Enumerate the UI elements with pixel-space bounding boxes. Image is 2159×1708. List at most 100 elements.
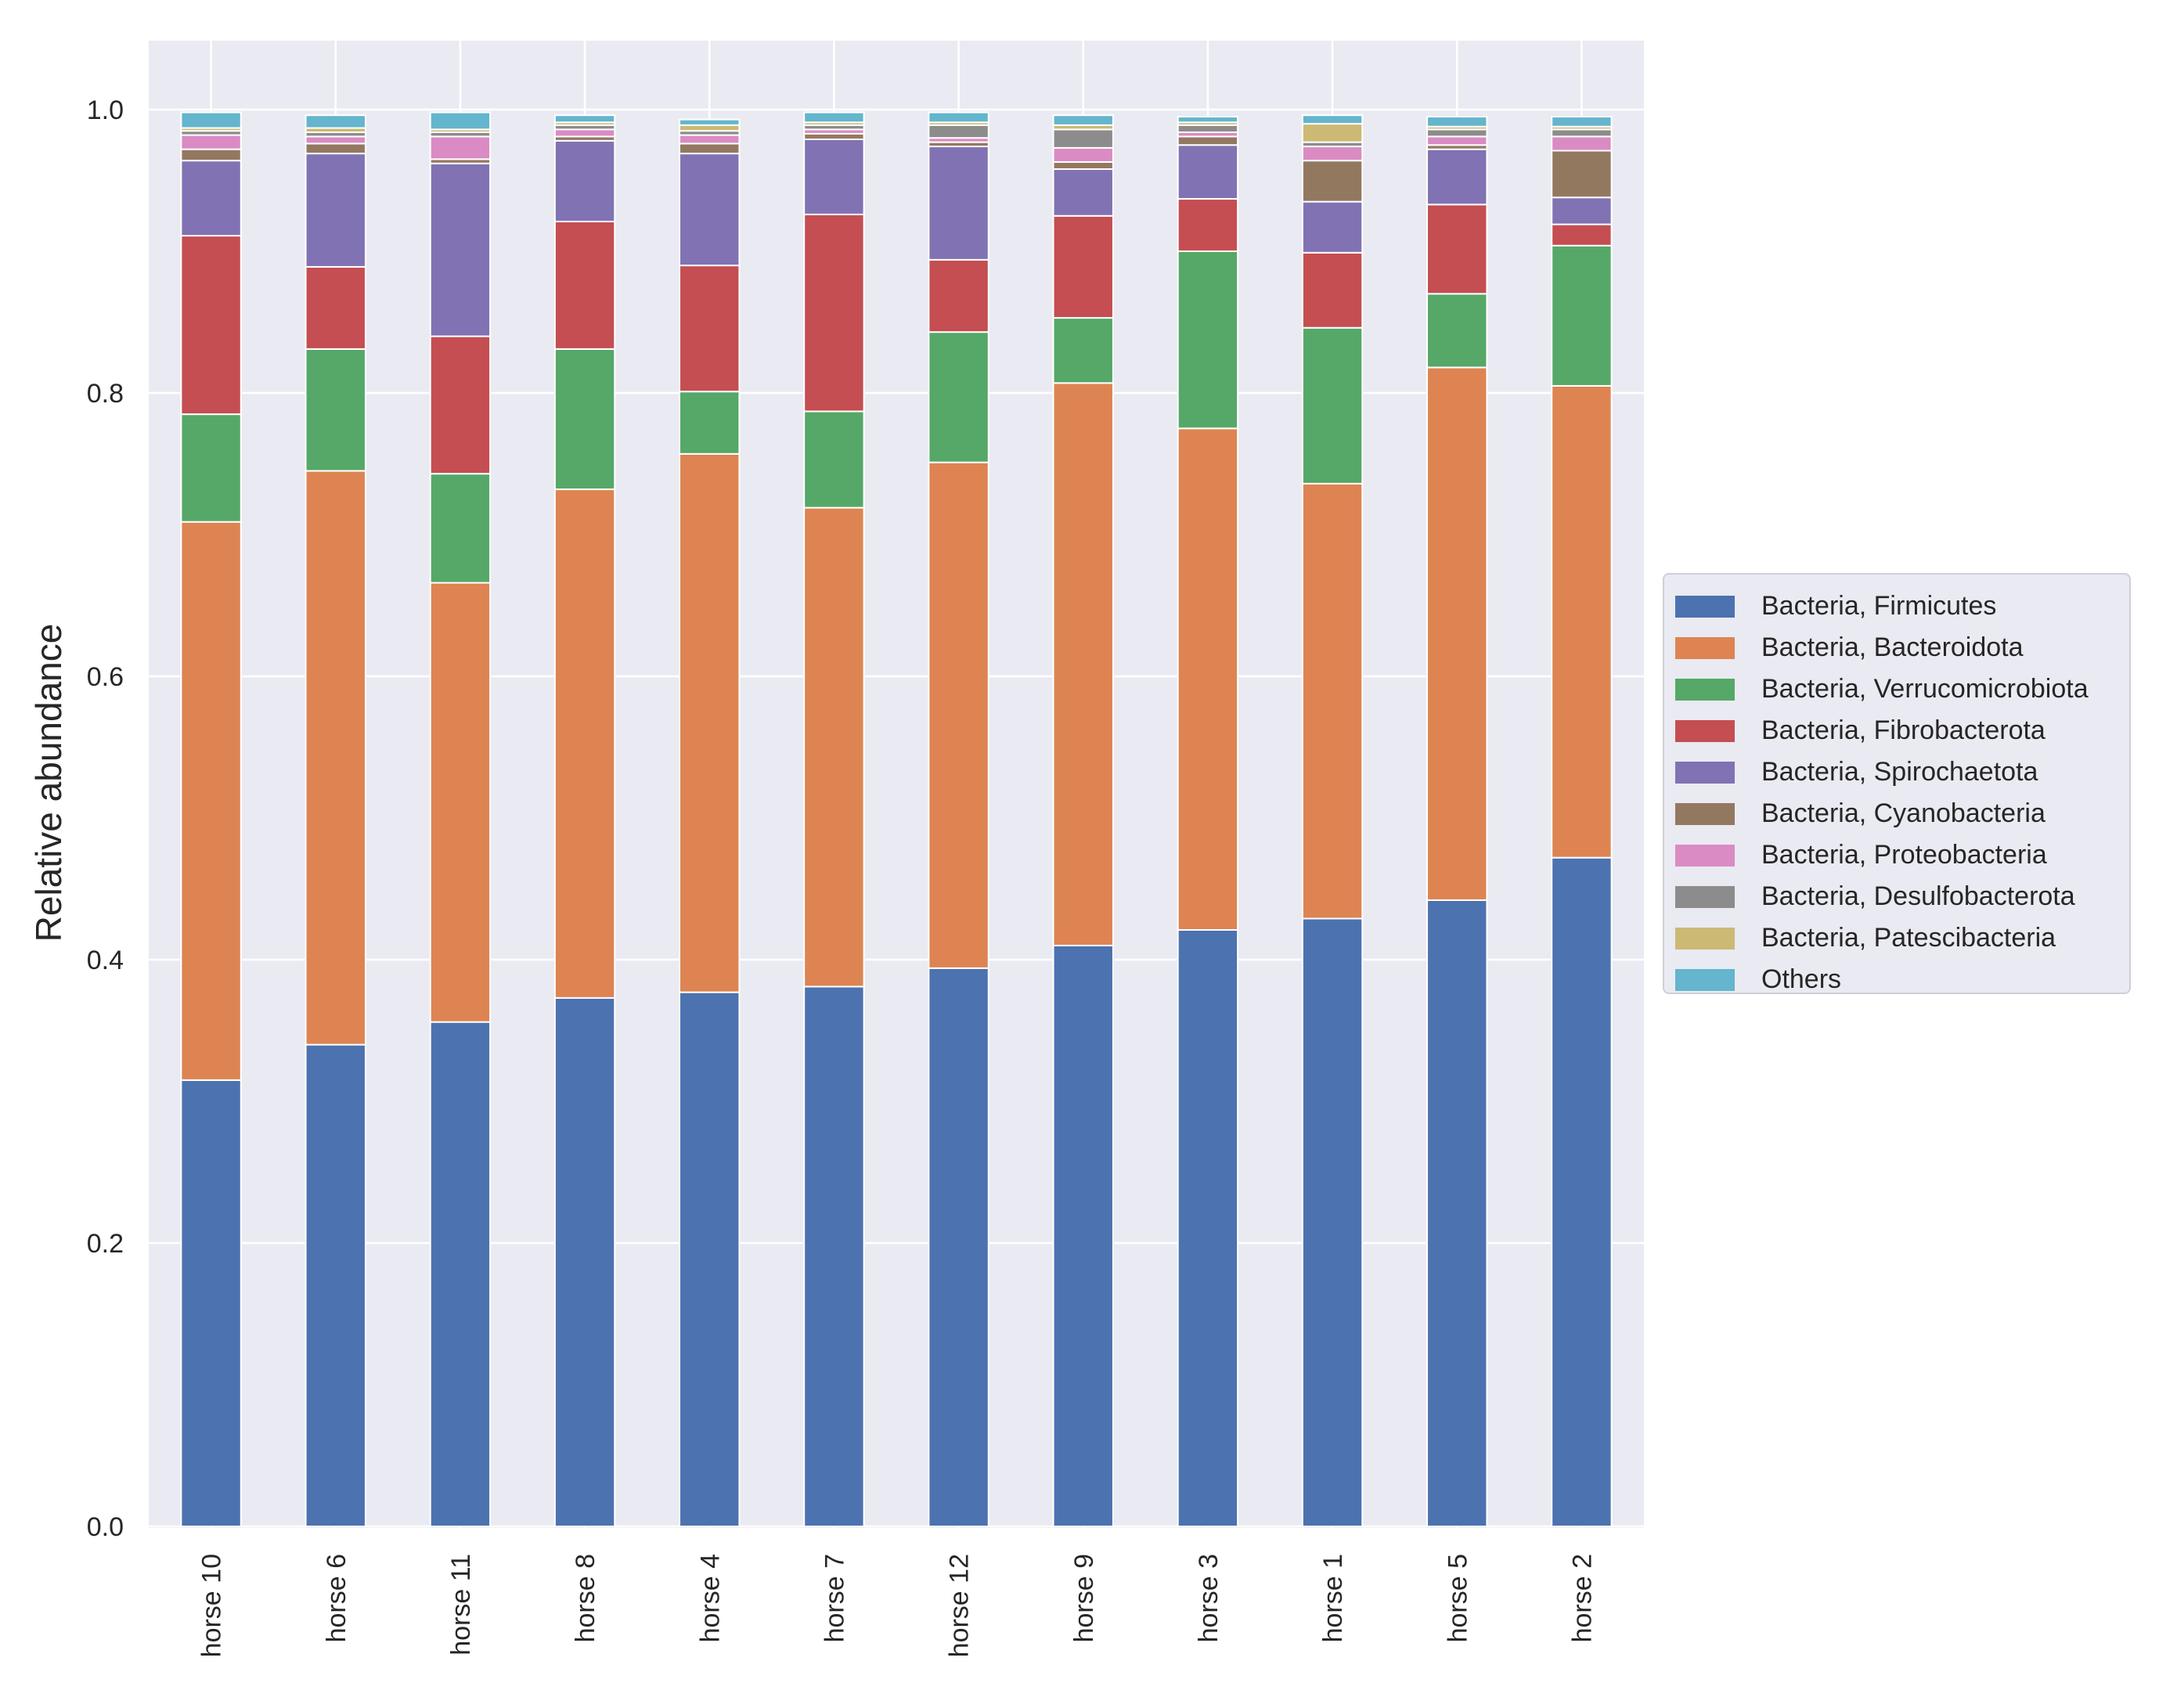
bar-segment-horse-8-3: [553, 348, 616, 491]
bar-segment-horse-1-1: [1301, 917, 1364, 1527]
x-tick-label: horse 3: [1194, 1554, 1224, 1642]
bar-segment-horse-11-7: [429, 135, 492, 160]
bar-segment-horse-11-1: [429, 1021, 492, 1527]
bar-segment-horse-1-5: [1301, 200, 1364, 254]
bar-segment-horse-5-3: [1426, 293, 1488, 369]
legend-item: Bacteria, Verrucomicrobiota: [1675, 668, 2129, 710]
bar-segment-horse-11-10: [429, 111, 492, 131]
bar-segment-horse-12-8: [928, 124, 989, 139]
legend-swatch: [1675, 885, 1735, 908]
bar-segment-horse-5-4: [1426, 204, 1488, 295]
bar-segment-horse-11-4: [429, 335, 492, 475]
x-tick-label: horse 6: [322, 1554, 351, 1642]
bar-segment-horse-6-3: [305, 348, 366, 472]
bar-segment-horse-3-3: [1177, 250, 1239, 430]
bar-segment-horse-1-6: [1301, 160, 1364, 203]
bar-segment-horse-12-10: [928, 111, 989, 124]
bar-segment-horse-9-7: [1052, 146, 1114, 163]
bar-segment-horse-2-2: [1551, 384, 1613, 859]
bar-segment-horse-8-2: [553, 488, 616, 999]
bar-segment-horse-7-3: [803, 410, 865, 509]
legend-item: Others: [1675, 959, 2129, 1000]
bar-segment-horse-12-2: [928, 461, 989, 969]
legend-label: Others: [1761, 964, 1842, 994]
bar-segment-horse-7-1: [803, 986, 865, 1527]
legend-label: Bacteria, Desulfobacterota: [1761, 881, 2075, 911]
bar-segment-horse-10-6: [180, 148, 242, 162]
x-tick-labels: horse 10 horse 6 horse 11 horse 8 horse 4 hor…: [197, 1554, 1598, 1657]
bar-segment-horse-10-10: [180, 111, 242, 129]
bar-segment-horse-1-7: [1301, 146, 1364, 162]
bar-segment-horse-7-2: [803, 506, 865, 988]
legend-label: Bacteria, Bacteroidota: [1761, 632, 2024, 662]
legend-swatch: [1675, 802, 1735, 825]
bar-segment-horse-12-4: [928, 258, 989, 333]
bar-segment-horse-3-2: [1177, 427, 1239, 931]
bar-segment-horse-9-6: [1052, 160, 1114, 171]
bar-segment-horse-5-10: [1426, 116, 1488, 128]
x-tick-label: horse 8: [571, 1554, 600, 1642]
bar-segment-horse-3-8: [1177, 124, 1239, 133]
legend-swatch: [1675, 719, 1735, 742]
bar-segment-horse-1-9: [1301, 123, 1364, 143]
bar-segment-horse-5-7: [1426, 135, 1488, 146]
bar-segment-horse-10-4: [180, 235, 242, 416]
legend-label: Bacteria, Verrucomicrobiota: [1761, 674, 2089, 704]
y-tick-labels: 0.0 0.2 0.4 0.6 0.8 1.0: [87, 95, 124, 1542]
legend-label: Bacteria, Fibrobacterota: [1761, 715, 2045, 745]
bar-segment-horse-11-3: [429, 473, 492, 584]
bar-segment-horse-3-1: [1177, 928, 1239, 1527]
bar-segment-horse-8-1: [553, 996, 616, 1527]
bar-segment-horse-4-10: [679, 118, 741, 126]
legend-item: Bacteria, Desulfobacterota: [1675, 876, 2129, 917]
legend-item: Bacteria, Spirochaetota: [1675, 751, 2129, 793]
legend-item: Bacteria, Fibrobacterota: [1675, 710, 2129, 751]
x-tick-label: horse 10: [197, 1554, 227, 1657]
y-tick-label: 0.4: [87, 946, 124, 975]
legend-swatch: [1675, 636, 1735, 659]
bar-segment-horse-6-6: [305, 142, 366, 155]
bar-segment-horse-7-4: [803, 213, 865, 413]
bar-segment-horse-6-2: [305, 470, 366, 1046]
legend-label: Bacteria, Spirochaetota: [1761, 757, 2038, 787]
bar-segment-horse-8-4: [553, 220, 616, 350]
bar-segment-horse-9-3: [1052, 317, 1114, 384]
legend: Bacteria, Firmicutes Bacteria, Bacteroido…: [1663, 573, 2131, 994]
y-tick-label: 0.2: [87, 1229, 124, 1259]
bar-segment-horse-4-7: [679, 134, 741, 145]
bar-segment-horse-4-3: [679, 391, 741, 455]
y-tick-label: 0.8: [87, 379, 124, 409]
bar-segment-horse-11-5: [429, 162, 492, 337]
legend-item: Bacteria, Bacteroidota: [1675, 627, 2129, 668]
x-tick-label: horse 2: [1567, 1554, 1597, 1642]
bar-segment-horse-9-2: [1052, 382, 1114, 946]
bar-segment-horse-3-6: [1177, 135, 1239, 146]
bar-segment-horse-10-7: [180, 134, 242, 150]
y-axis-label: Relative abundance: [28, 624, 69, 942]
legend-item: Bacteria, Firmicutes: [1675, 586, 2129, 627]
x-tick-label: horse 5: [1443, 1554, 1472, 1642]
legend-label: Bacteria, Cyanobacteria: [1761, 798, 2045, 828]
legend-item: Bacteria, Patescibacteria: [1675, 917, 2129, 959]
y-tick-label: 0.0: [87, 1512, 124, 1542]
legend-item: Bacteria, Proteobacteria: [1675, 834, 2129, 876]
x-tick-label: horse 11: [446, 1554, 476, 1656]
bar-segment-horse-9-1: [1052, 944, 1114, 1527]
bar-segment-horse-3-10: [1177, 116, 1239, 124]
bar-segment-horse-10-3: [180, 413, 242, 523]
bar-segment-horse-5-1: [1426, 899, 1488, 1527]
x-tick-label: horse 1: [1318, 1554, 1348, 1642]
legend-swatch: [1675, 678, 1735, 701]
legend-swatch: [1675, 844, 1735, 867]
bar-segment-horse-4-9: [679, 124, 741, 132]
bar-segment-horse-2-1: [1551, 856, 1613, 1528]
x-tick-label: horse 4: [695, 1554, 725, 1642]
x-tick-label: horse 9: [1069, 1554, 1099, 1642]
bar-segment-horse-8-10: [553, 114, 616, 124]
bar-segment-horse-6-4: [305, 265, 366, 350]
bar-segment-horse-12-5: [928, 146, 989, 261]
bar-segment-horse-4-6: [679, 142, 741, 155]
bar-segment-horse-2-7: [1551, 135, 1613, 152]
bar-segment-horse-9-5: [1052, 168, 1114, 217]
x-tick-label: horse 12: [945, 1554, 975, 1657]
